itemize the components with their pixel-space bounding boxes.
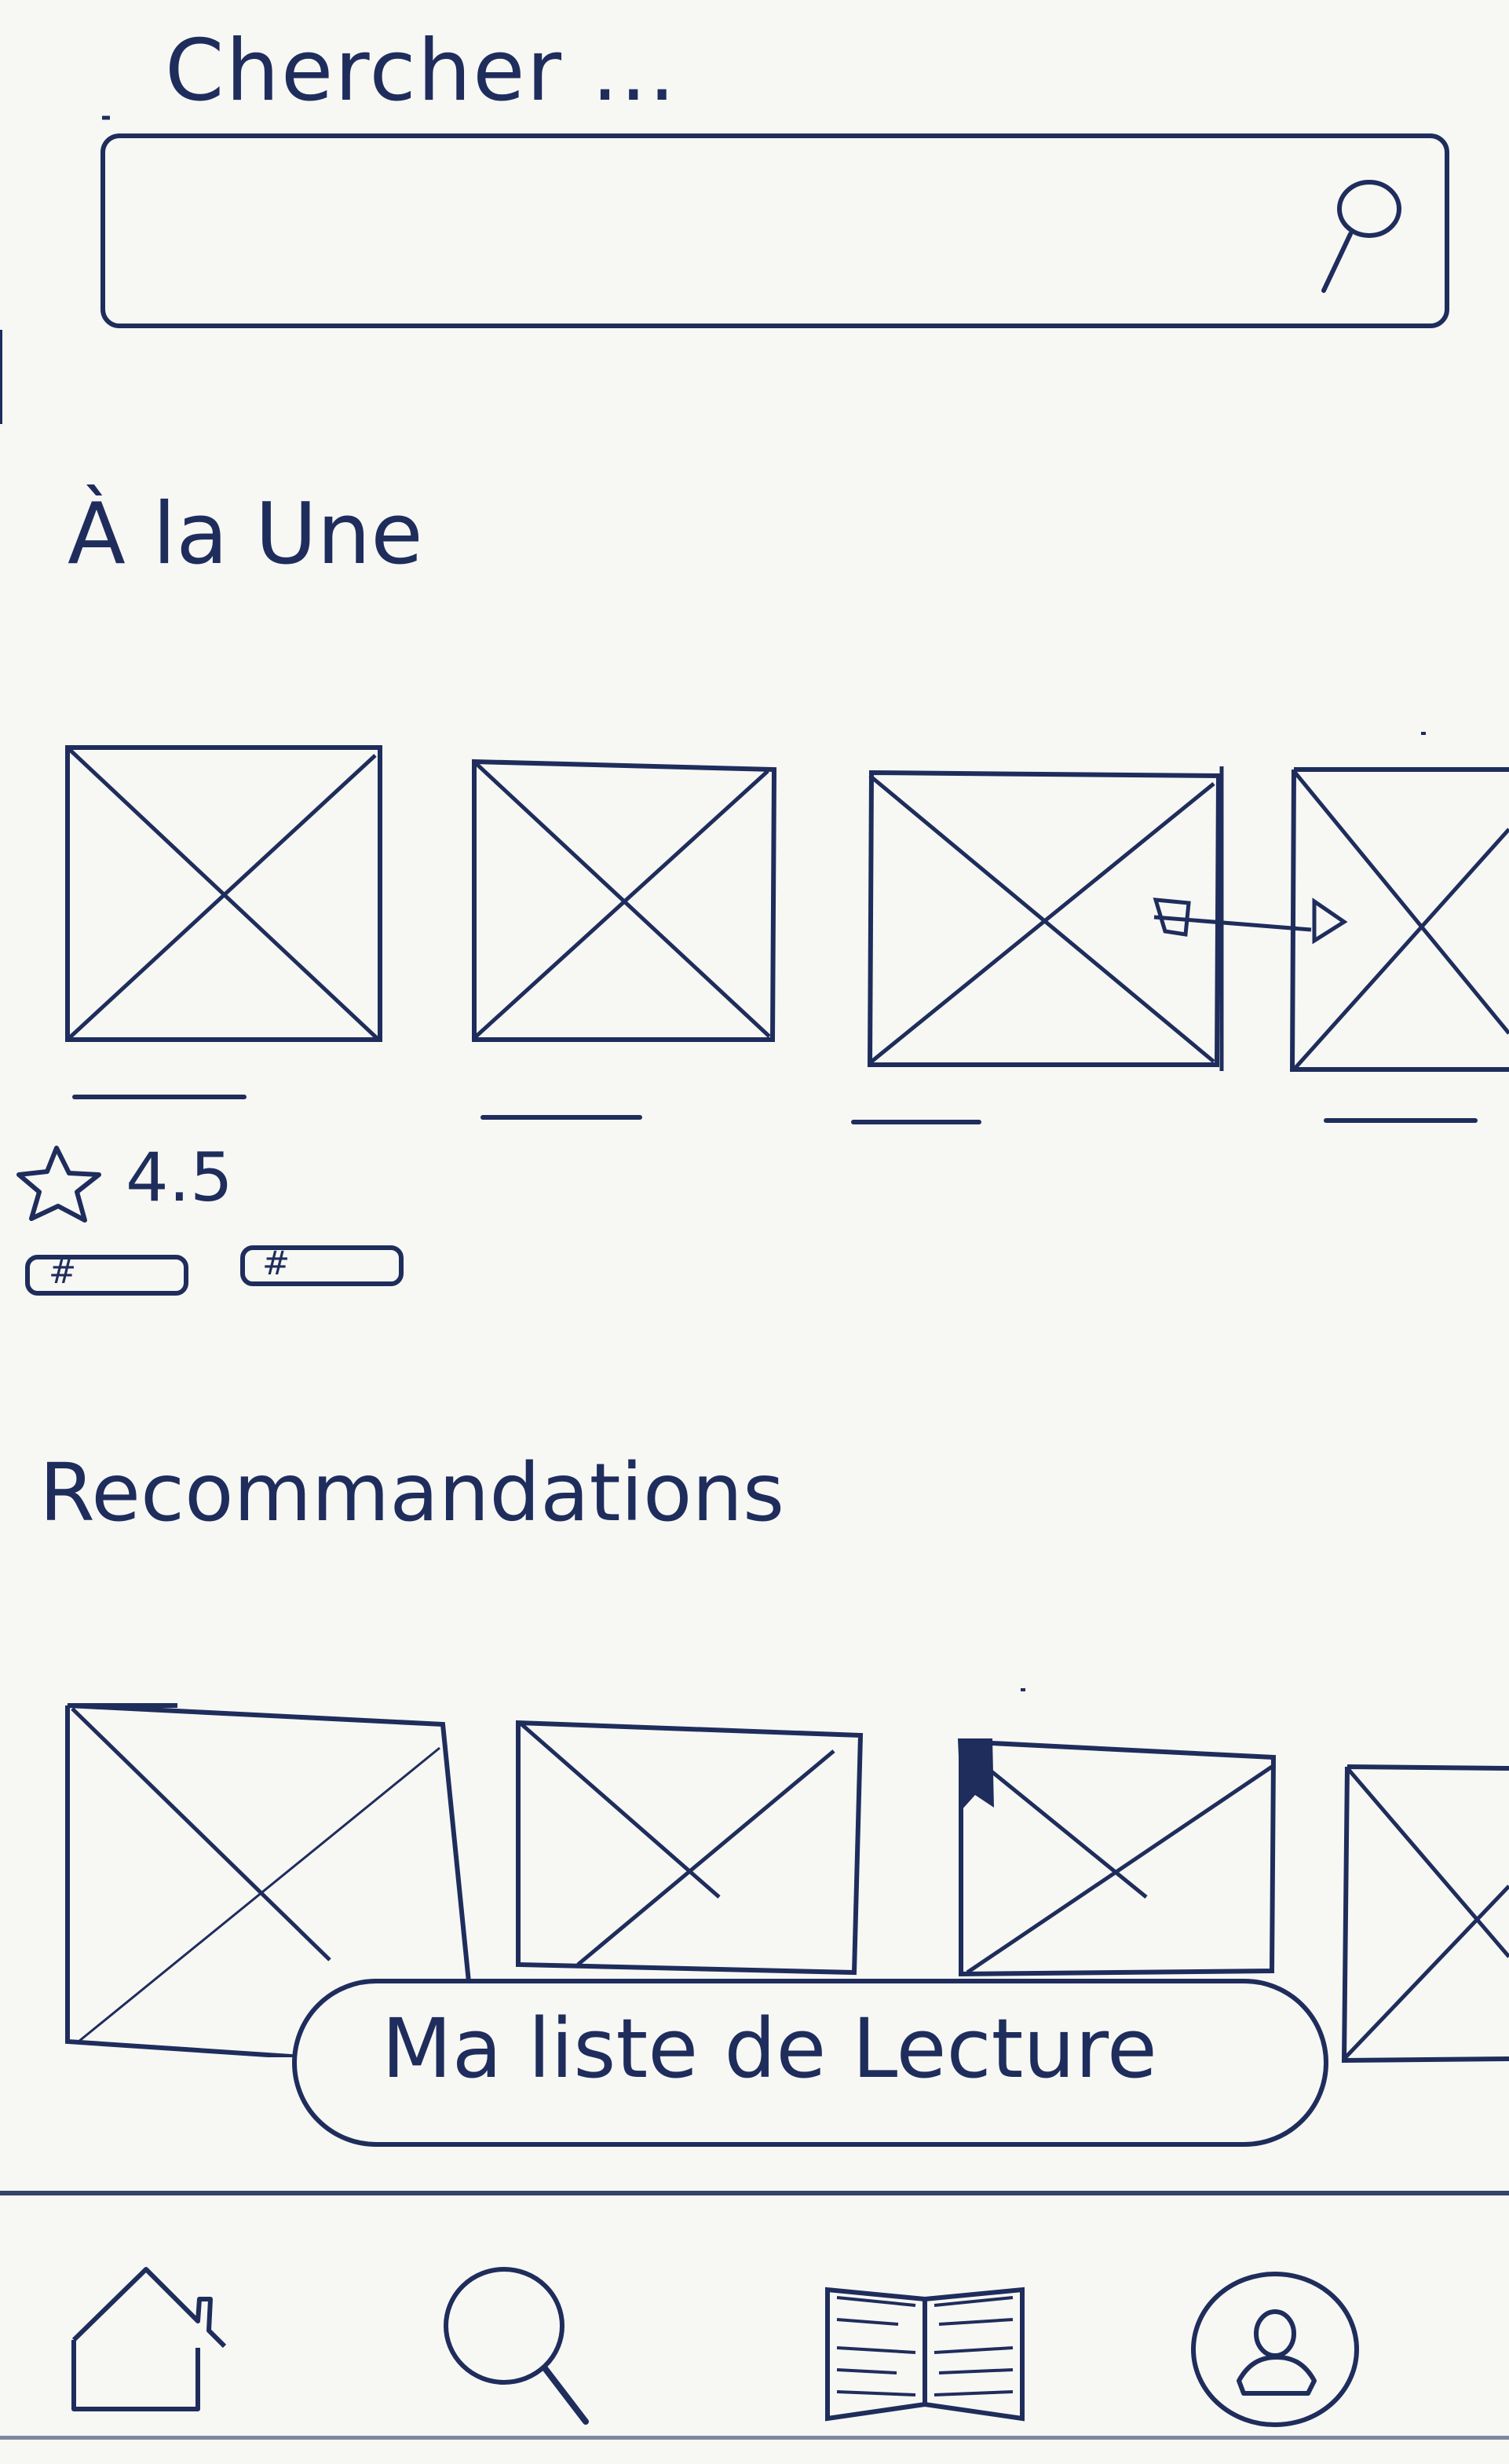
tag-mark-1: #	[49, 1252, 77, 1291]
featured-item-3[interactable]	[864, 766, 1229, 1071]
reading-list-label: Ma liste de Lecture	[382, 2001, 1157, 2097]
bottom-nav-divider	[0, 2191, 1509, 2195]
recommendation-item-1[interactable]	[60, 1699, 479, 2057]
featured-item-1[interactable]	[63, 741, 385, 1044]
book-icon[interactable]	[821, 2271, 1025, 2459]
featured-section-title: À la Une	[68, 485, 423, 583]
recommendation-item-2[interactable]	[510, 1715, 867, 1980]
featured-item-4[interactable]	[1284, 762, 1509, 1079]
bottom-screen-edge	[0, 2436, 1509, 2440]
recommendation-item-3[interactable]	[953, 1735, 1283, 1979]
recommendation-item-4[interactable]	[1338, 1759, 1509, 2075]
profile-icon[interactable]	[1184, 2265, 1372, 2453]
search-icon[interactable]	[1303, 165, 1413, 298]
recommendations-section-title: Recommandations	[39, 1446, 785, 1540]
search-input[interactable]	[100, 133, 1449, 328]
home-icon[interactable]	[60, 2255, 248, 2444]
featured-item-2-title-line	[480, 1115, 642, 1120]
tag-pill-2[interactable]	[240, 1245, 404, 1286]
featured-item-2[interactable]	[468, 755, 779, 1047]
search-label: Chercher ...	[165, 22, 678, 120]
featured-item-1-title-line	[72, 1095, 247, 1099]
tag-pill-1[interactable]	[25, 1255, 188, 1296]
rating-star-icon	[14, 1139, 289, 1233]
reading-list-button[interactable]	[292, 1979, 1328, 2147]
featured-item-3-title-line	[851, 1120, 981, 1124]
search-icon[interactable]	[430, 2254, 619, 2442]
tag-mark-2: #	[262, 1244, 290, 1282]
rating-value: 4.5	[126, 1139, 233, 1217]
featured-item-4-title-line	[1324, 1118, 1478, 1123]
